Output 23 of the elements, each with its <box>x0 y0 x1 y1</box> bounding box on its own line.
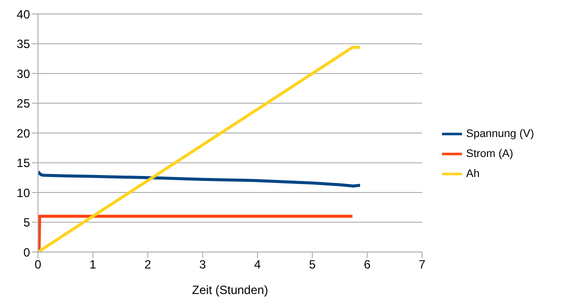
x-tick-label: 2 <box>144 258 152 272</box>
legend-label: Ah <box>466 168 480 180</box>
y-tick-label: 20 <box>16 126 30 140</box>
x-tick-label: 7 <box>418 258 426 272</box>
y-tick-label: 35 <box>16 37 30 52</box>
x-tick-label: 5 <box>309 258 316 272</box>
y-tick-label: 0 <box>23 245 30 260</box>
x-axis-title: Zeit (Stunden) <box>192 283 268 297</box>
x-tick-label: 6 <box>364 258 371 272</box>
y-tick-label: 5 <box>23 216 30 230</box>
x-tick-label: 1 <box>90 258 97 272</box>
y-tick-label: 25 <box>16 96 30 111</box>
y-tick-label: 30 <box>16 66 30 81</box>
line-series <box>38 170 362 188</box>
line-series <box>38 46 362 252</box>
legend-label: Spannung (V) <box>466 128 534 140</box>
y-tick-label: 15 <box>16 156 30 170</box>
y-tick-label: 40 <box>16 7 30 22</box>
legend-label: Strom (A) <box>466 148 514 160</box>
x-tick-label: 0 <box>34 258 42 272</box>
y-tick-label: 10 <box>16 186 30 200</box>
x-tick-label: 4 <box>254 258 262 272</box>
x-tick-label: 3 <box>199 258 206 272</box>
